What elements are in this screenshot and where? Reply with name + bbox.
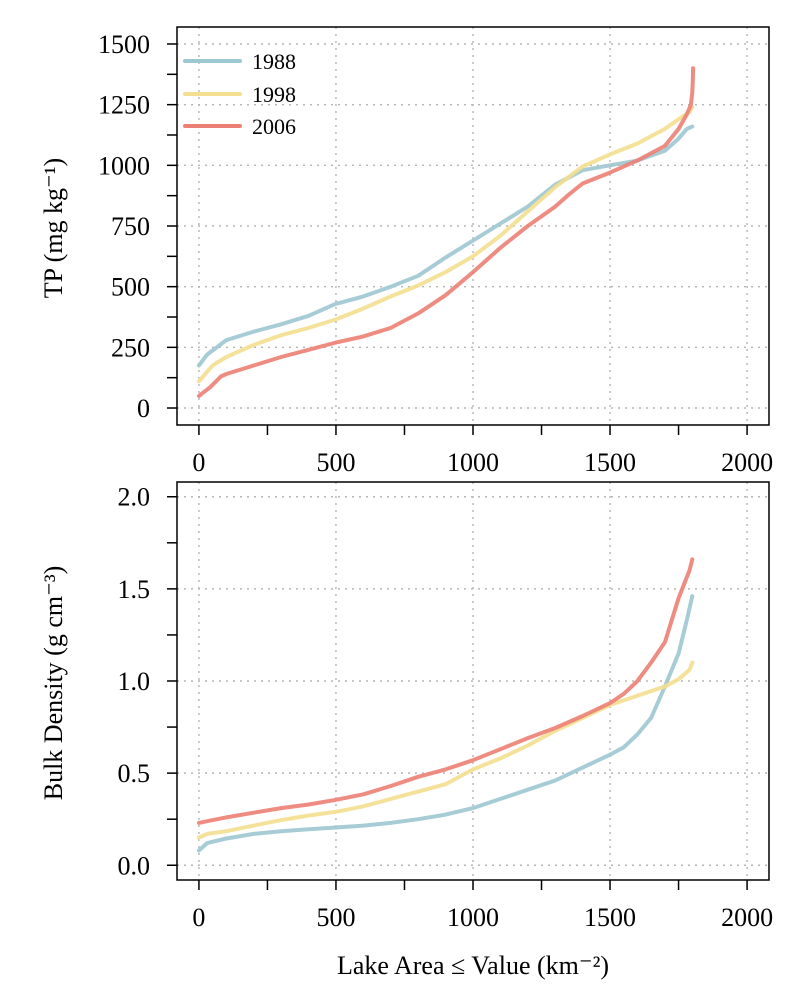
bottom-x-tick-label: 2000 bbox=[721, 903, 773, 932]
bottom-y-tick-label: 0.5 bbox=[118, 759, 151, 788]
bottom-x-tick-label: 1500 bbox=[584, 903, 636, 932]
bottom-x-tick-label: 0 bbox=[192, 903, 205, 932]
x-axis-title: Lake Area ≤ Value (km⁻²) bbox=[337, 951, 609, 980]
bottom-plot-frame bbox=[176, 481, 770, 881]
top-ticks: 0 500 1000 1500 2000 0 250 500 750 1000 1250 1500 bbox=[98, 30, 773, 477]
top-x-tick-label: 1500 bbox=[584, 448, 636, 477]
bottom-x-tick-label: 500 bbox=[316, 903, 355, 932]
top-x-tick-label: 1000 bbox=[447, 448, 499, 477]
top-series-1988-line bbox=[196, 124, 695, 368]
top-plot-frame bbox=[176, 26, 770, 426]
bottom-series bbox=[196, 557, 695, 853]
top-y-axis-title: TP (mg kg⁻¹) bbox=[39, 158, 68, 298]
top-x-tick-label: 2000 bbox=[721, 448, 773, 477]
top-y-tick-label: 500 bbox=[111, 273, 150, 302]
legend-label-1988: 1988 bbox=[252, 49, 296, 74]
legend-label-2006: 2006 bbox=[252, 114, 296, 139]
top-y-tick-label: 1500 bbox=[98, 30, 150, 59]
legend: 1988 1998 2006 bbox=[183, 49, 296, 139]
bottom-grid bbox=[177, 482, 769, 880]
bottom-y-axis-title: Bulk Density (g cm⁻³) bbox=[39, 566, 68, 801]
bottom-y-tick-label: 1.5 bbox=[118, 575, 151, 604]
bottom-panel: 0 500 1000 1500 2000 0.0 0.5 1.0 1.5 2.0 Bulk Den… bbox=[39, 481, 774, 980]
bottom-x-tick-label: 1000 bbox=[447, 903, 499, 932]
top-series-2006-line bbox=[196, 66, 696, 398]
bottom-y-tick-label: 0.0 bbox=[118, 851, 151, 880]
top-y-tick-label: 1250 bbox=[98, 91, 150, 120]
top-x-tick-label: 500 bbox=[316, 448, 355, 477]
top-x-tick-label: 0 bbox=[192, 448, 205, 477]
top-panel: 0 500 1000 1500 2000 0 250 500 750 1000 1250 1500 1… bbox=[39, 26, 773, 477]
legend-label-1998: 1998 bbox=[252, 82, 296, 107]
top-grid bbox=[177, 27, 769, 425]
top-y-tick-label: 250 bbox=[111, 333, 150, 362]
top-series-1998-line bbox=[196, 105, 695, 384]
top-y-tick-label: 1000 bbox=[98, 151, 150, 180]
bottom-ticks: 0 500 1000 1500 2000 0.0 0.5 1.0 1.5 2.0 bbox=[118, 483, 774, 932]
bottom-y-tick-label: 2.0 bbox=[118, 483, 151, 512]
bottom-y-tick-label: 1.0 bbox=[118, 667, 151, 696]
top-y-tick-label: 750 bbox=[111, 212, 150, 241]
top-y-tick-label: 0 bbox=[137, 394, 150, 423]
bottom-series-1988-line bbox=[196, 594, 695, 853]
bottom-series-1998-line bbox=[196, 660, 695, 840]
bottom-series-2006-line bbox=[196, 557, 695, 825]
top-series bbox=[196, 66, 696, 398]
